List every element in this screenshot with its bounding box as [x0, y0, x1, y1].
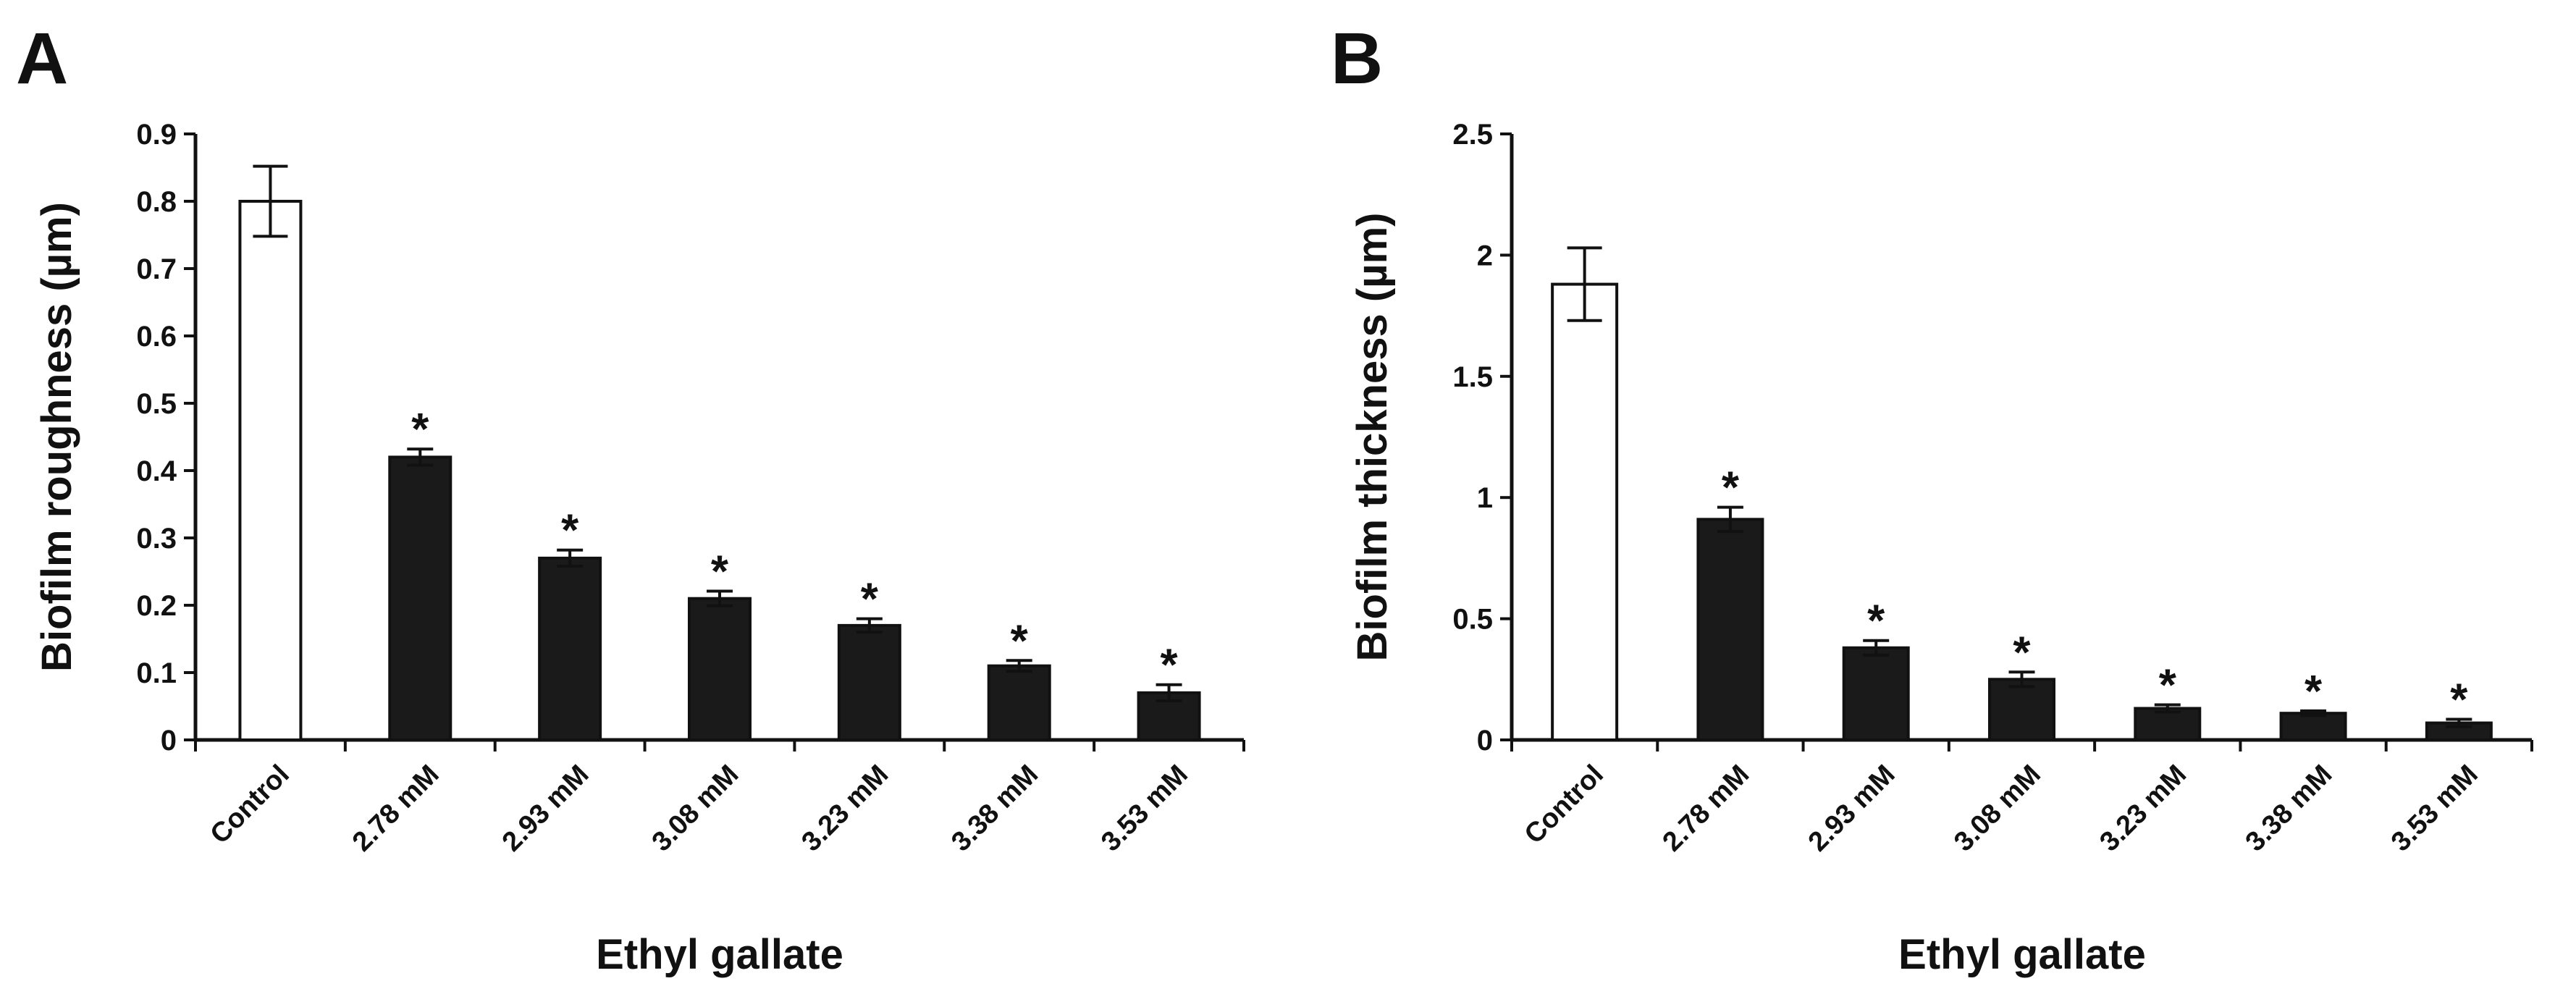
panel-a-y-axis-title: Biofilm roughness (µm) — [33, 202, 80, 672]
panel-a-significance-star: * — [861, 575, 879, 625]
panel-a-y-tick-label: 0.3 — [136, 523, 177, 555]
panel-a-significance-star: * — [711, 547, 729, 597]
panel-a-category-label: 3.53 mM — [1095, 759, 1194, 858]
panel-a-y-tick-label: 0.6 — [136, 321, 177, 353]
panel-b-y-axis-title: Biofilm thickness (µm) — [1349, 213, 1396, 662]
panel-a-x-axis-title: Ethyl gallate — [596, 931, 843, 978]
panel-a-error-bar — [1156, 683, 1182, 703]
panel-b-error-bar — [2008, 670, 2035, 689]
panel-b-bar — [1988, 678, 2055, 741]
panel-b-category-label: 3.08 mM — [1948, 759, 2047, 858]
panel-a-bar — [837, 623, 901, 742]
panel-a-error-bar — [856, 617, 883, 634]
panel-a-y-tick-label: 0.2 — [136, 590, 177, 622]
panel-b-significance-star: * — [2013, 628, 2031, 678]
panel-a-error-bar — [707, 589, 733, 607]
panel-a-significance-star: * — [561, 506, 579, 556]
panel-a-y-tick-label: 0 — [161, 725, 177, 757]
panel-b-category-label: 3.53 mM — [2386, 759, 2484, 858]
panel-b-significance-star: * — [2159, 660, 2177, 710]
panel-b-x-axis-title: Ethyl gallate — [1898, 931, 2146, 978]
panel-b-error-bar — [2446, 717, 2472, 728]
panel-b-error-bar — [1717, 505, 1743, 534]
panel-a-bar — [987, 664, 1051, 742]
panel-a-y-tick-label: 0.9 — [136, 119, 177, 151]
chart-panel-a: A 0 0.1 0.2 0.3 0.4 0.5 0.6 0.7 0.8 0.9 Control * 2.7… — [16, 18, 1245, 978]
panel-b-y-tick-label: 1.5 — [1452, 361, 1493, 393]
panel-b-error-bar — [2300, 709, 2327, 717]
panel-a-category-label: 3.08 mM — [647, 759, 745, 858]
panel-b-y-tick-label: 0.5 — [1452, 604, 1493, 636]
panel-a-category-label: 2.93 mM — [497, 759, 595, 858]
panel-a-significance-star: * — [411, 405, 429, 455]
chart-panel-b: B 0 0.5 1 1.5 2 2.5 Control * 2.78 mM * 2.93 mM * 3.0… — [1331, 18, 2533, 978]
panel-a-category-label: 3.23 mM — [796, 759, 894, 858]
panel-a-error-bar — [253, 164, 288, 238]
panel-a-significance-star: * — [1011, 616, 1029, 666]
panel-b-y-tick-label: 1 — [1477, 482, 1493, 514]
panel-a-error-bar — [557, 548, 584, 568]
panel-b-category-label: 3.23 mM — [2094, 759, 2192, 858]
panel-b-significance-star: * — [1722, 463, 1740, 513]
panel-a-bar — [538, 556, 602, 742]
panel-b-significance-star: * — [1867, 597, 1885, 647]
panel-b-y-tick-label: 2 — [1477, 240, 1493, 271]
panel-b-error-bar — [1567, 246, 1602, 322]
panel-a-bar — [238, 200, 303, 741]
panel-a-category-label: Control — [205, 759, 295, 850]
panel-b-category-label: 3.38 mM — [2240, 759, 2339, 858]
panel-a-category-label: 2.78 mM — [347, 759, 445, 858]
panel-a-y-tick-label: 0.5 — [136, 388, 177, 420]
panel-b-significance-star: * — [2304, 667, 2323, 717]
panel-b-error-bar — [1863, 639, 1890, 657]
panel-b-y-tick-label: 2.5 — [1452, 119, 1493, 151]
panel-b-category-label: Control — [1519, 759, 1609, 850]
panel-b-category-label: 2.93 mM — [1803, 759, 1901, 858]
panel-b-error-bar — [2154, 703, 2181, 714]
panel-b-bar — [2279, 712, 2347, 741]
panel-a-y-tick-label: 0.8 — [136, 186, 177, 218]
panel-a-y-tick-label: 0.7 — [136, 253, 177, 285]
panel-b-bar — [1551, 282, 1619, 741]
panel-b-bar — [1842, 646, 1910, 741]
panel-a-bar — [688, 597, 752, 742]
panel-b-bar — [1696, 518, 1764, 741]
panel-b-significance-star: * — [2450, 675, 2468, 725]
panel-b-letter: B — [1331, 18, 1383, 99]
panel-b-y-tick-label: 0 — [1477, 725, 1493, 757]
panel-b-category-label: 2.78 mM — [1657, 759, 1756, 858]
panel-a-category-label: 3.38 mM — [946, 759, 1044, 858]
panel-a-y-tick-label: 0.4 — [136, 455, 177, 487]
panel-a-y-tick-label: 0.1 — [136, 657, 177, 689]
panel-a-error-bar — [407, 447, 434, 467]
panel-a-bar — [388, 455, 453, 742]
panel-a-error-bar — [1006, 659, 1032, 673]
panel-a-letter: A — [16, 18, 68, 99]
panel-a-significance-star: * — [1161, 641, 1179, 691]
